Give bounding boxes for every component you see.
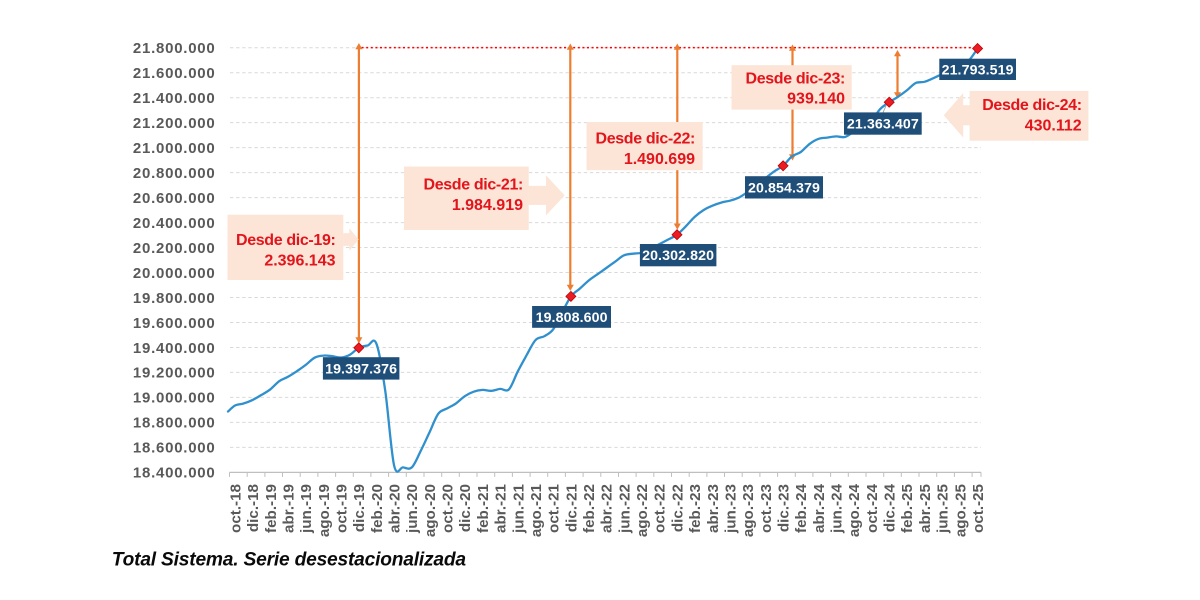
svg-text:oct.-19: oct.-19 — [334, 484, 351, 533]
svg-text:21.800.000: 21.800.000 — [133, 40, 216, 57]
svg-text:feb.-25: feb.-25 — [899, 483, 916, 533]
svg-text:oct.-20: oct.-20 — [440, 484, 457, 533]
svg-text:18.400.000: 18.400.000 — [133, 465, 216, 482]
svg-text:Desde dic-23:: Desde dic-23: — [746, 70, 846, 87]
svg-text:20.000.000: 20.000.000 — [133, 265, 216, 282]
svg-text:dic.-22: dic.-22 — [669, 484, 686, 532]
svg-text:feb.-19: feb.-19 — [263, 484, 280, 533]
svg-text:abr.-24: abr.-24 — [811, 483, 828, 533]
svg-text:ago.-19: ago.-19 — [316, 484, 333, 537]
svg-text:ago.-24: ago.-24 — [846, 483, 863, 537]
svg-text:21.400.000: 21.400.000 — [133, 90, 216, 107]
svg-text:2.396.143: 2.396.143 — [264, 253, 335, 270]
svg-text:20.800.000: 20.800.000 — [133, 165, 216, 182]
svg-text:19.000.000: 19.000.000 — [133, 390, 216, 407]
svg-text:jun.-23: jun.-23 — [722, 484, 739, 534]
svg-text:ago.-21: ago.-21 — [528, 483, 545, 537]
svg-text:jun.-21: jun.-21 — [510, 483, 527, 533]
svg-text:Total Sistema. Serie desestaci: Total Sistema. Serie desestacionalizada — [112, 550, 467, 571]
svg-text:19.397.376: 19.397.376 — [325, 362, 397, 378]
svg-text:abr.-21: abr.-21 — [493, 483, 510, 533]
svg-text:Desde dic-21:: Desde dic-21: — [424, 177, 524, 194]
svg-text:abr.-22: abr.-22 — [599, 484, 616, 533]
svg-text:20.302.820: 20.302.820 — [642, 248, 714, 264]
svg-text:dic.-20: dic.-20 — [457, 484, 474, 532]
svg-text:ago.-23: ago.-23 — [740, 484, 757, 537]
svg-text:430.112: 430.112 — [1025, 117, 1082, 134]
svg-text:Desde dic-24:: Desde dic-24: — [982, 97, 1082, 114]
svg-text:jun.-22: jun.-22 — [616, 484, 633, 534]
svg-text:19.200.000: 19.200.000 — [133, 365, 216, 382]
svg-text:feb.-22: feb.-22 — [581, 484, 598, 533]
svg-text:dic.-24: dic.-24 — [882, 483, 899, 532]
svg-text:oct.-25: oct.-25 — [970, 483, 987, 533]
svg-text:abr.-20: abr.-20 — [387, 484, 404, 533]
svg-text:jun.-24: jun.-24 — [829, 483, 846, 533]
svg-text:1.984.919: 1.984.919 — [452, 197, 523, 214]
svg-text:abr.-25: abr.-25 — [917, 483, 934, 533]
svg-text:Desde dic-22:: Desde dic-22: — [596, 131, 696, 148]
svg-text:19.808.600: 19.808.600 — [536, 310, 608, 326]
svg-text:dic.-23: dic.-23 — [776, 484, 793, 532]
svg-text:Desde dic-19:: Desde dic-19: — [236, 232, 336, 249]
svg-text:dic.-21: dic.-21 — [563, 483, 580, 532]
svg-text:18.600.000: 18.600.000 — [133, 440, 216, 457]
svg-text:feb.-21: feb.-21 — [475, 483, 492, 533]
svg-text:oct.-21: oct.-21 — [546, 483, 563, 533]
svg-text:19.600.000: 19.600.000 — [133, 315, 216, 332]
svg-text:1.490.699: 1.490.699 — [624, 151, 695, 168]
svg-text:abr.-23: abr.-23 — [705, 484, 722, 533]
svg-text:oct.-18: oct.-18 — [227, 484, 244, 533]
svg-text:20.200.000: 20.200.000 — [133, 240, 216, 257]
svg-text:feb.-23: feb.-23 — [687, 484, 704, 533]
svg-text:oct.-23: oct.-23 — [758, 484, 775, 533]
svg-text:20.600.000: 20.600.000 — [133, 190, 216, 207]
svg-text:20.854.379: 20.854.379 — [748, 180, 820, 196]
svg-text:19.400.000: 19.400.000 — [133, 340, 216, 357]
svg-text:abr.-19: abr.-19 — [280, 484, 297, 533]
svg-text:oct.-22: oct.-22 — [652, 484, 669, 533]
svg-text:jun.-25: jun.-25 — [935, 483, 952, 533]
svg-text:ago.-22: ago.-22 — [634, 484, 651, 537]
svg-text:dic.-18: dic.-18 — [245, 484, 262, 532]
svg-text:21.793.519: 21.793.519 — [942, 63, 1014, 79]
svg-text:dic.-19: dic.-19 — [351, 484, 368, 532]
svg-text:feb.-20: feb.-20 — [369, 484, 386, 533]
svg-text:21.363.407: 21.363.407 — [847, 117, 919, 133]
svg-text:feb.-24: feb.-24 — [793, 483, 810, 533]
svg-text:jun.-19: jun.-19 — [298, 484, 315, 534]
svg-text:ago.-25: ago.-25 — [952, 483, 969, 537]
svg-text:jun.-20: jun.-20 — [404, 484, 421, 534]
svg-text:18.800.000: 18.800.000 — [133, 415, 216, 432]
svg-text:oct.-24: oct.-24 — [864, 483, 881, 533]
svg-text:21.000.000: 21.000.000 — [133, 140, 216, 157]
svg-text:19.800.000: 19.800.000 — [133, 290, 216, 307]
svg-text:ago.-20: ago.-20 — [422, 484, 439, 537]
svg-text:21.200.000: 21.200.000 — [133, 115, 216, 132]
svg-text:939.140: 939.140 — [787, 91, 845, 108]
svg-text:21.600.000: 21.600.000 — [133, 65, 216, 82]
svg-text:20.400.000: 20.400.000 — [133, 215, 216, 232]
